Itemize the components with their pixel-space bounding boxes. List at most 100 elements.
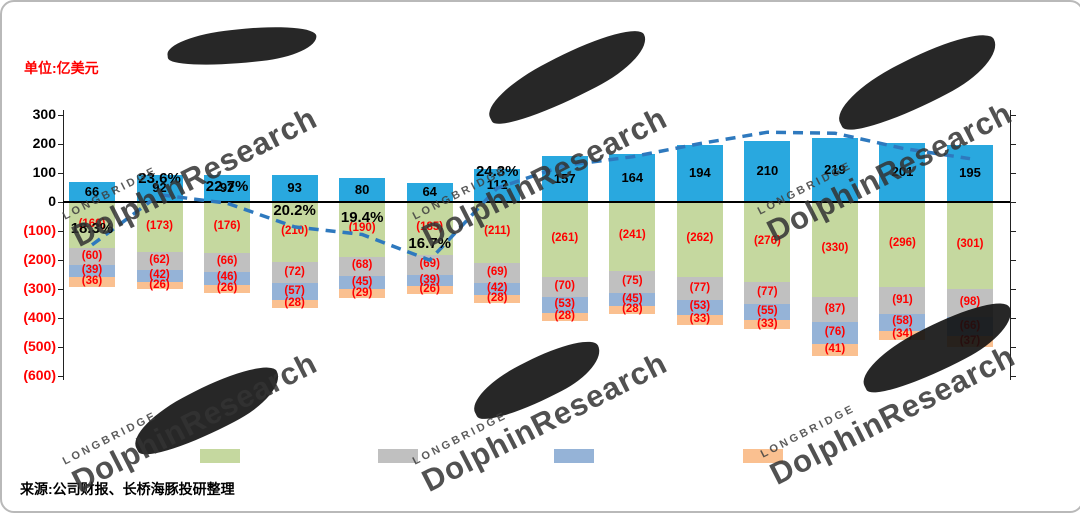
y-axis-label: (500) <box>23 337 56 354</box>
watermark-brand-large: DolphinResearch <box>416 345 673 499</box>
bar-negative-label: (53) <box>689 300 711 313</box>
bar-negative-label: (53) <box>554 298 575 311</box>
zero-gridline <box>63 200 1010 203</box>
y-axis-tick-left <box>58 172 63 174</box>
y-axis-label: 200 <box>32 134 56 151</box>
legend-swatch <box>743 449 783 463</box>
watermark-brand-small: LONGBRIDGE <box>60 409 160 468</box>
bar-negative-label: (39) <box>81 263 103 276</box>
bar-negative-segment <box>339 289 386 298</box>
unit-label: 单位:亿美元 <box>24 60 99 76</box>
bar-negative-segment <box>271 262 318 284</box>
bar-negative-label: (26) <box>419 283 440 296</box>
legend-item <box>743 449 893 464</box>
y-axis-label: (600) <box>23 366 56 383</box>
bar-negative-label: (72) <box>284 265 305 278</box>
bar-negative-label: (58) <box>892 315 913 328</box>
bar-negative-label: (66) <box>959 319 981 332</box>
legend-swatch <box>200 449 240 463</box>
bar-negative-segment <box>136 281 183 290</box>
y-axis-tick-right <box>1010 288 1016 290</box>
bar-negative-label: (45) <box>351 275 373 288</box>
legend-item <box>554 449 704 464</box>
bar-negative-label: (91) <box>892 293 913 306</box>
bar-negative-segment <box>676 315 723 325</box>
line-percent-label: 24.3% <box>475 163 519 181</box>
bar-negative-segment <box>744 319 791 330</box>
bar-negative-label: (39) <box>419 273 440 286</box>
bar-negative-label: (37) <box>959 334 981 347</box>
y-axis-line-right <box>1010 110 1011 380</box>
legend-item <box>200 449 350 464</box>
bar-negative-label: (76) <box>824 326 846 339</box>
watermark-brand-large: DolphinResearch <box>66 345 323 499</box>
bar-negative-label: (33) <box>689 312 711 325</box>
y-axis-label: (400) <box>23 308 56 325</box>
bar-positive-label: 219 <box>824 161 846 177</box>
bar-negative-segment <box>609 306 656 315</box>
bar-negative-segment <box>474 262 521 283</box>
bar-negative-label: (28) <box>622 303 643 316</box>
y-axis-line-left <box>63 110 64 380</box>
bar-negative-label: (77) <box>689 281 711 294</box>
bar-negative-segment <box>744 281 791 304</box>
bar-negative-label: (41) <box>824 343 846 356</box>
y-axis-label: 100 <box>32 163 56 180</box>
bar-negative-label: (77) <box>757 285 778 298</box>
line-percent-label: 20.2% <box>273 201 316 219</box>
bar-negative-label: (66) <box>216 255 238 268</box>
bar-negative-label: (42) <box>487 281 508 294</box>
bar-negative-label: (33) <box>757 317 778 330</box>
watermark-brand-large: DolphinResearch <box>764 338 1021 492</box>
bar-positive-label: 201 <box>891 164 914 180</box>
bar-negative-label: (301) <box>956 238 984 251</box>
bar-negative-label: (210) <box>281 224 309 237</box>
legend-swatch <box>378 449 418 463</box>
bar-negative-label: (62) <box>149 253 170 266</box>
bar-negative-segment <box>69 276 115 288</box>
source-note: 来源:公司财报、长桥海豚投研整理 <box>20 481 235 497</box>
bar-positive-label: 80 <box>354 181 370 197</box>
bar-negative-segment <box>811 344 858 357</box>
bar-negative-label: (276) <box>753 234 781 247</box>
watermark: LONGBRIDGE DolphinResearch <box>759 327 1021 492</box>
bar-negative-segment <box>474 282 521 295</box>
bar-negative-segment <box>811 322 858 345</box>
bar-positive-label: 164 <box>621 169 644 185</box>
line-percent-label: 23.6% <box>138 169 181 187</box>
bar-negative-label: (34) <box>892 328 913 341</box>
bar-negative-label: (29) <box>351 286 373 299</box>
bar-negative-label: (173) <box>146 219 173 232</box>
bar-negative-segment <box>811 297 858 323</box>
y-axis-label: (100) <box>23 221 56 238</box>
y-axis-tick-left <box>58 114 63 116</box>
bar-negative-label: (261) <box>551 232 579 245</box>
bar-negative-label: (70) <box>554 280 575 293</box>
y-axis-tick-right <box>1010 143 1016 145</box>
bar-negative-segment <box>69 265 115 277</box>
bar-negative-segment <box>541 277 588 298</box>
bar-negative-segment <box>271 299 318 308</box>
y-axis-tick-right <box>1010 172 1016 174</box>
bar-negative-label: (75) <box>622 275 643 288</box>
bar-positive-label: 210 <box>756 163 779 179</box>
y-axis-tick-left <box>58 230 63 232</box>
bar-negative-label: (57) <box>284 284 305 297</box>
watermark-brand-small: LONGBRIDGE <box>410 409 510 468</box>
bar-negative-label: (176) <box>213 220 241 233</box>
bar-negative-label: (241) <box>618 229 646 242</box>
bar-negative-segment <box>541 297 588 313</box>
watermark-ink-blob <box>479 17 656 137</box>
y-axis-tick-right <box>1010 346 1016 348</box>
legend-swatch <box>554 449 594 463</box>
y-axis-tick-left <box>58 143 63 145</box>
bar-negative-label: (26) <box>216 281 238 294</box>
y-axis-tick-left <box>58 346 63 348</box>
bar-negative-label: (46) <box>216 271 238 284</box>
y-axis-tick-right <box>1010 375 1016 377</box>
bar-negative-label: (69) <box>487 265 508 278</box>
y-axis-tick-left <box>58 201 63 203</box>
watermark-ink-blob <box>165 21 319 71</box>
bar-negative-segment <box>609 293 656 307</box>
bar-negative-label: (211) <box>484 225 511 238</box>
